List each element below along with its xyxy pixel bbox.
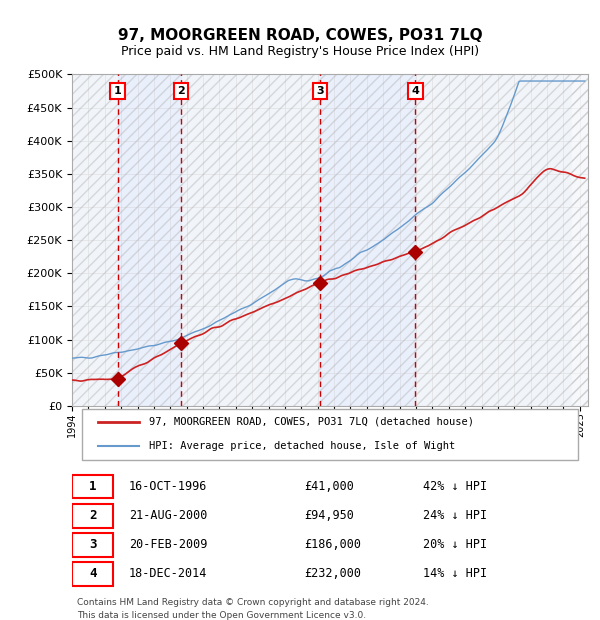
Text: 21-AUG-2000: 21-AUG-2000: [129, 509, 207, 522]
FancyBboxPatch shape: [72, 533, 113, 557]
Bar: [320, 74, 415, 406]
Text: Contains HM Land Registry data © Crown copyright and database right 2024.: Contains HM Land Registry data © Crown c…: [77, 598, 429, 607]
Text: 20% ↓ HPI: 20% ↓ HPI: [423, 538, 487, 551]
Text: 16-OCT-1996: 16-OCT-1996: [129, 480, 207, 493]
Text: 1: 1: [114, 86, 122, 96]
Text: £232,000: £232,000: [304, 567, 361, 580]
Text: HPI: Average price, detached house, Isle of Wight: HPI: Average price, detached house, Isle…: [149, 441, 455, 451]
Text: 4: 4: [89, 567, 97, 580]
Text: 4: 4: [412, 86, 419, 96]
Bar: [118, 74, 181, 406]
Text: £41,000: £41,000: [304, 480, 354, 493]
Bar: [572, 74, 596, 406]
Text: 2: 2: [89, 509, 97, 522]
Text: 14% ↓ HPI: 14% ↓ HPI: [423, 567, 487, 580]
Text: 2: 2: [177, 86, 185, 96]
Text: 20-FEB-2009: 20-FEB-2009: [129, 538, 207, 551]
FancyBboxPatch shape: [72, 474, 113, 498]
FancyBboxPatch shape: [72, 562, 113, 586]
Text: 42% ↓ HPI: 42% ↓ HPI: [423, 480, 487, 493]
Text: 3: 3: [316, 86, 323, 96]
Text: £186,000: £186,000: [304, 538, 361, 551]
Text: 1: 1: [89, 480, 97, 493]
Text: Price paid vs. HM Land Registry's House Price Index (HPI): Price paid vs. HM Land Registry's House …: [121, 45, 479, 58]
Text: £94,950: £94,950: [304, 509, 354, 522]
Text: 18-DEC-2014: 18-DEC-2014: [129, 567, 207, 580]
FancyBboxPatch shape: [72, 503, 113, 528]
Text: This data is licensed under the Open Government Licence v3.0.: This data is licensed under the Open Gov…: [77, 611, 366, 620]
FancyBboxPatch shape: [82, 409, 578, 460]
Text: 24% ↓ HPI: 24% ↓ HPI: [423, 509, 487, 522]
Text: 97, MOORGREEN ROAD, COWES, PO31 7LQ: 97, MOORGREEN ROAD, COWES, PO31 7LQ: [118, 28, 482, 43]
Text: 3: 3: [89, 538, 97, 551]
Text: 97, MOORGREEN ROAD, COWES, PO31 7LQ (detached house): 97, MOORGREEN ROAD, COWES, PO31 7LQ (det…: [149, 417, 475, 427]
